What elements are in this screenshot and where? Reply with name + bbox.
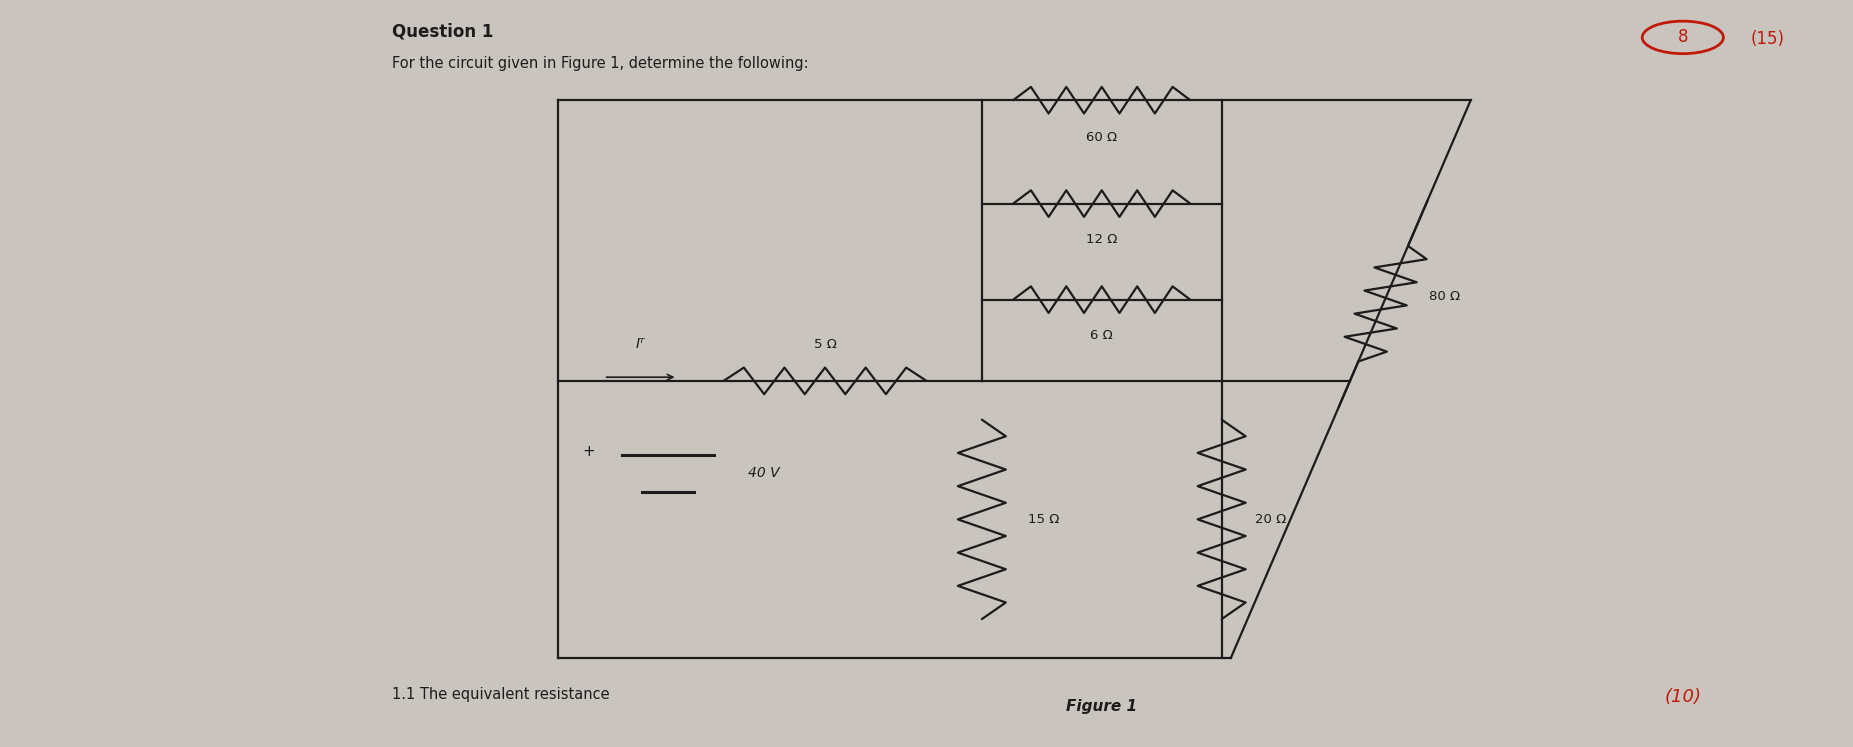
Text: 5 Ω: 5 Ω: [813, 338, 836, 351]
Text: 8: 8: [1677, 28, 1688, 46]
Text: Iᵀ: Iᵀ: [636, 338, 645, 351]
Text: 1.1 The equivalent resistance: 1.1 The equivalent resistance: [391, 687, 610, 702]
Text: Question 1: Question 1: [391, 22, 493, 40]
Text: 12 Ω: 12 Ω: [1086, 233, 1117, 247]
Text: 15 Ω: 15 Ω: [1028, 513, 1060, 526]
Text: Figure 1: Figure 1: [1065, 698, 1138, 713]
Text: 60 Ω: 60 Ω: [1086, 131, 1117, 144]
Text: 80 Ω: 80 Ω: [1429, 290, 1460, 303]
Text: +: +: [582, 444, 595, 459]
Text: (10): (10): [1664, 688, 1701, 706]
Text: (15): (15): [1751, 30, 1784, 48]
Text: 20 Ω: 20 Ω: [1254, 513, 1286, 526]
Text: For the circuit given in Figure 1, determine the following:: For the circuit given in Figure 1, deter…: [391, 56, 808, 71]
Text: 40 V: 40 V: [747, 466, 780, 480]
Text: 6 Ω: 6 Ω: [1090, 329, 1114, 342]
